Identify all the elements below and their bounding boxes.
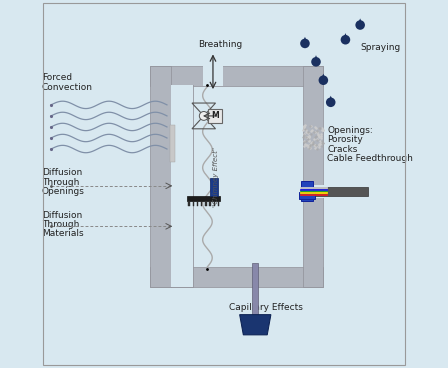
Text: Openings:: Openings: (327, 126, 373, 135)
Bar (188, 201, 190, 206)
Bar (151, 66, 171, 287)
Polygon shape (313, 55, 319, 62)
Text: M: M (211, 112, 219, 120)
Polygon shape (357, 18, 363, 25)
Text: Convection: Convection (42, 83, 93, 92)
Text: Diffusion: Diffusion (42, 169, 82, 177)
Bar (305, 187, 367, 196)
Polygon shape (328, 96, 334, 102)
Text: Capillary Effects: Capillary Effects (229, 303, 303, 312)
Text: Diffusion: Diffusion (42, 211, 82, 220)
Text: Spraying: Spraying (360, 43, 401, 52)
Text: Through: Through (42, 220, 79, 229)
Bar (214, 201, 215, 206)
Bar (151, 267, 323, 287)
Text: Forced: Forced (42, 73, 72, 82)
Circle shape (300, 39, 310, 48)
Bar (209, 201, 211, 206)
Bar (252, 263, 258, 315)
Bar (303, 66, 323, 287)
Text: "Chimney Effect": "Chimney Effect" (213, 146, 219, 207)
Bar (171, 85, 193, 287)
Bar (193, 201, 194, 206)
Text: Porosity: Porosity (327, 135, 363, 144)
Bar (301, 181, 313, 202)
Bar (170, 125, 175, 162)
Bar (197, 201, 198, 206)
Bar (151, 66, 323, 86)
Text: Openings: Openings (42, 187, 85, 196)
Bar (201, 201, 202, 206)
Text: Through: Through (42, 178, 79, 187)
Text: Cracks: Cracks (327, 145, 358, 153)
Polygon shape (342, 33, 349, 40)
Bar (299, 192, 315, 199)
Bar (187, 196, 220, 201)
Circle shape (355, 20, 365, 30)
Circle shape (311, 57, 321, 67)
Bar (205, 201, 207, 206)
Bar (303, 185, 327, 198)
Text: Cable Feedthrough: Cable Feedthrough (327, 154, 413, 163)
Circle shape (199, 112, 208, 120)
Bar (218, 201, 219, 206)
Polygon shape (320, 74, 326, 80)
Bar (171, 86, 303, 267)
Bar (208, 109, 222, 123)
Circle shape (319, 75, 328, 85)
Circle shape (340, 35, 350, 45)
Text: Materials: Materials (42, 229, 83, 238)
Bar (203, 63, 223, 86)
Bar (171, 85, 193, 287)
Circle shape (326, 98, 336, 107)
Polygon shape (302, 37, 308, 43)
Polygon shape (240, 315, 271, 335)
Bar (211, 178, 219, 196)
Text: Breathing: Breathing (198, 40, 242, 49)
Bar (171, 86, 193, 267)
